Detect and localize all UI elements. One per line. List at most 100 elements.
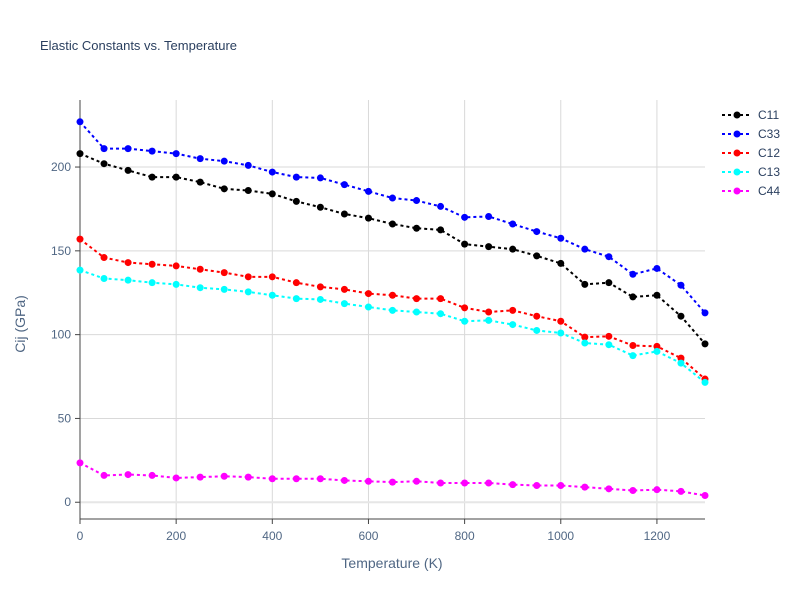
data-point[interactable] xyxy=(389,478,396,486)
data-point[interactable] xyxy=(653,347,661,355)
data-point[interactable] xyxy=(172,474,180,482)
data-point[interactable] xyxy=(340,476,348,484)
data-point[interactable] xyxy=(316,475,324,483)
data-point[interactable] xyxy=(220,157,228,165)
data-point[interactable] xyxy=(413,197,421,205)
data-point[interactable] xyxy=(316,283,324,291)
data-point[interactable] xyxy=(677,312,685,320)
data-point[interactable] xyxy=(124,166,132,174)
legend[interactable]: C11 C33 C12 C13 C44 xyxy=(722,108,780,198)
data-point[interactable] xyxy=(316,295,324,303)
data-point[interactable] xyxy=(364,214,372,222)
data-point[interactable] xyxy=(485,308,493,316)
data-point[interactable] xyxy=(629,487,637,495)
data-point[interactable] xyxy=(629,342,637,350)
data-point[interactable] xyxy=(268,475,276,483)
data-point[interactable] xyxy=(701,378,709,386)
data-point[interactable] xyxy=(653,342,661,350)
data-point[interactable] xyxy=(196,265,204,273)
data-point[interactable] xyxy=(76,459,84,467)
data-point[interactable] xyxy=(196,284,204,292)
data-point[interactable] xyxy=(364,477,372,485)
data-point[interactable] xyxy=(292,295,300,303)
data-point[interactable] xyxy=(292,173,300,181)
data-point[interactable] xyxy=(461,317,469,325)
data-point[interactable] xyxy=(533,228,541,236)
data-point[interactable] xyxy=(172,280,180,288)
data-point[interactable] xyxy=(509,220,517,228)
data-point[interactable] xyxy=(148,147,156,155)
data-point[interactable] xyxy=(653,291,661,299)
data-point[interactable] xyxy=(220,285,228,293)
data-point[interactable] xyxy=(653,486,661,494)
data-point[interactable] xyxy=(557,481,565,489)
data-point[interactable] xyxy=(509,306,517,314)
data-point[interactable] xyxy=(581,333,589,341)
data-point[interactable] xyxy=(196,473,204,481)
data-point[interactable] xyxy=(340,181,348,189)
data-point[interactable] xyxy=(581,483,589,491)
data-point[interactable] xyxy=(509,245,517,253)
data-point[interactable] xyxy=(148,471,156,479)
data-point[interactable] xyxy=(244,187,252,195)
data-point[interactable] xyxy=(148,279,156,287)
data-point[interactable] xyxy=(437,202,445,210)
data-point[interactable] xyxy=(268,291,276,299)
data-point[interactable] xyxy=(389,291,396,299)
data-point[interactable] xyxy=(485,243,493,251)
data-point[interactable] xyxy=(437,310,445,318)
data-point[interactable] xyxy=(677,487,685,495)
data-point[interactable] xyxy=(124,276,132,284)
data-point[interactable] xyxy=(677,359,685,367)
data-point[interactable] xyxy=(124,471,132,479)
data-point[interactable] xyxy=(701,340,709,348)
data-point[interactable] xyxy=(461,304,469,312)
data-point[interactable] xyxy=(605,253,613,261)
data-point[interactable] xyxy=(485,479,493,487)
data-point[interactable] xyxy=(629,270,637,278)
data-point[interactable] xyxy=(124,259,132,267)
data-point[interactable] xyxy=(581,339,589,347)
data-point[interactable] xyxy=(653,264,661,272)
data-point[interactable] xyxy=(100,145,108,153)
data-point[interactable] xyxy=(76,235,84,243)
data-point[interactable] xyxy=(316,174,324,182)
data-point[interactable] xyxy=(557,329,565,337)
data-point[interactable] xyxy=(701,492,709,500)
data-point[interactable] xyxy=(437,226,445,234)
data-point[interactable] xyxy=(340,300,348,308)
data-point[interactable] xyxy=(413,308,421,316)
data-point[interactable] xyxy=(172,262,180,270)
legend-item-c12[interactable]: C12 xyxy=(722,146,780,160)
data-point[interactable] xyxy=(485,316,493,324)
data-point[interactable] xyxy=(268,273,276,281)
data-point[interactable] xyxy=(292,197,300,205)
data-point[interactable] xyxy=(701,309,709,317)
data-point[interactable] xyxy=(485,212,493,220)
data-point[interactable] xyxy=(677,281,685,289)
data-point[interactable] xyxy=(292,475,300,483)
data-point[interactable] xyxy=(413,224,421,232)
data-point[interactable] xyxy=(244,473,252,481)
data-point[interactable] xyxy=(100,254,108,262)
data-point[interactable] xyxy=(413,477,421,485)
data-point[interactable] xyxy=(605,279,613,287)
data-point[interactable] xyxy=(268,168,276,176)
data-point[interactable] xyxy=(172,173,180,181)
data-point[interactable] xyxy=(581,245,589,253)
data-point[interactable] xyxy=(533,252,541,260)
data-point[interactable] xyxy=(196,155,204,163)
data-point[interactable] xyxy=(461,213,469,221)
data-point[interactable] xyxy=(509,321,517,329)
data-point[interactable] xyxy=(244,288,252,296)
data-point[interactable] xyxy=(364,303,372,311)
data-point[interactable] xyxy=(533,312,541,320)
legend-item-c44[interactable]: C44 xyxy=(722,184,780,198)
data-point[interactable] xyxy=(437,479,445,487)
data-point[interactable] xyxy=(220,472,228,480)
data-point[interactable] xyxy=(220,185,228,193)
legend-item-c33[interactable]: C33 xyxy=(722,127,780,141)
data-point[interactable] xyxy=(76,266,84,274)
data-point[interactable] xyxy=(605,332,613,340)
data-point[interactable] xyxy=(437,295,445,303)
